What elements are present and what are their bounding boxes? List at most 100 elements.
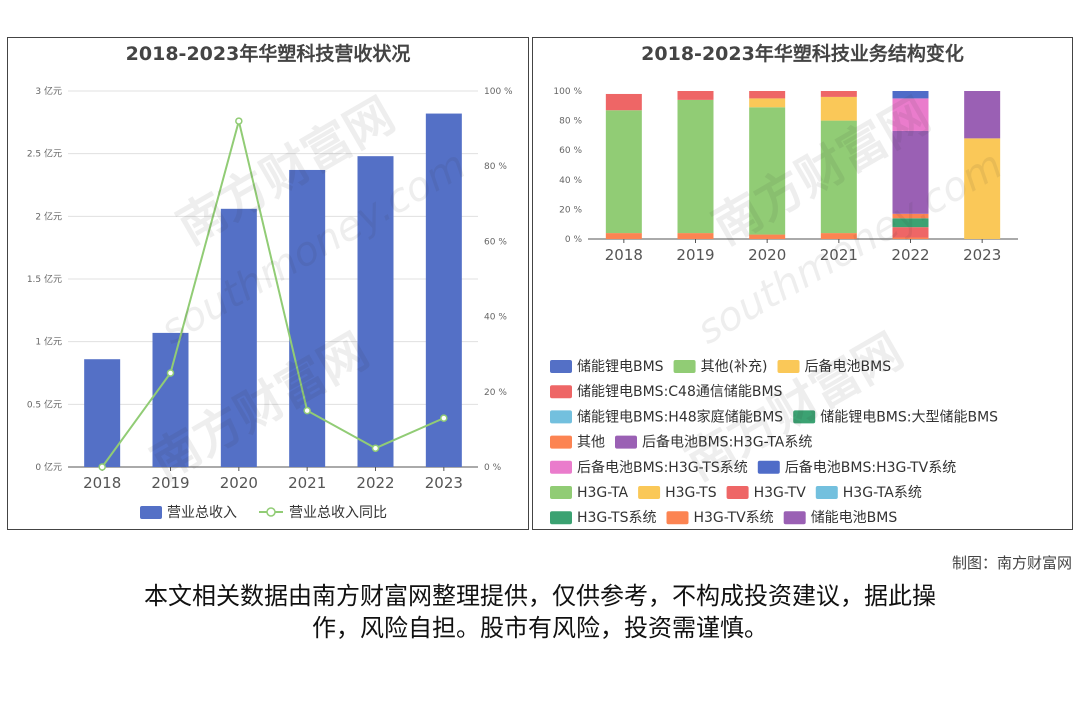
y-right-tick-label: 0 %: [484, 463, 502, 473]
legend-swatch: [550, 460, 572, 474]
y-right-tick-label: 40 %: [484, 313, 507, 323]
yoy-point: [440, 414, 448, 422]
legend-swatch: [793, 410, 816, 424]
stack-segment: [749, 98, 786, 108]
legend-label: 后备电池BMS:H3G-TS系统: [577, 459, 748, 476]
stack-segment: [892, 130, 929, 214]
x-tick-label: 2021: [288, 474, 326, 492]
legend-swatch: [550, 435, 572, 449]
stack-segment: [749, 107, 786, 235]
revenue-bar: [152, 332, 189, 467]
stack-segment: [820, 120, 857, 234]
legend-label: H3G-TV: [754, 485, 807, 501]
stack-segment: [820, 233, 857, 239]
stack-segment: [820, 91, 857, 97]
stack-segment: [749, 234, 786, 239]
legend-swatch: [757, 460, 780, 474]
legend-swatch: [638, 486, 661, 499]
stack-segment: [892, 227, 929, 238]
y-left-tick-label: 2.5 亿元: [27, 148, 62, 160]
stack-segment: [820, 96, 857, 121]
legend-label: 储能锂电BMS:H48家庭储能BMS: [577, 408, 783, 425]
x-tick-label: 2019: [151, 474, 189, 492]
revenue-bars: [84, 113, 462, 467]
stack-segment: [677, 99, 714, 234]
legend-label: 其他(补充): [701, 359, 768, 375]
y-left-tick-label: 1.5 亿元: [27, 273, 62, 285]
stack-segment: [749, 91, 786, 99]
x-tick-label: 2020: [748, 246, 786, 264]
stack-segment: [892, 91, 929, 99]
y-right-tick-label: 20 %: [484, 388, 507, 398]
legend-label: H3G-TA: [577, 485, 629, 501]
yoy-point: [371, 444, 380, 452]
legend-swatch: [550, 360, 572, 373]
legend-swatch: [783, 511, 806, 525]
stack-segment: [964, 138, 1001, 239]
stack-segment: [964, 91, 1001, 139]
x-tick-label: 2021: [820, 246, 858, 264]
chart-title: 2018-2023年华塑科技业务结构变化: [641, 42, 964, 65]
legend-swatch: [726, 486, 749, 499]
legend-label: H3G-TS系统: [577, 510, 657, 526]
y-tick-label: 60 %: [559, 146, 582, 156]
legend-swatch: [666, 511, 689, 525]
disclaimer: 本文相关数据由南方财富网整理提供，仅供参考，不构成投资建议，据此操 作，风险自担…: [80, 580, 1000, 644]
business-structure-chart: 2018-2023年华塑科技业务结构变化 0 % 20 % 40 % 60 % 80 % 1…: [550, 42, 1018, 526]
yoy-point: [235, 117, 243, 125]
legend: 储能锂电BMS 其他(补充) 后备电池BMS 储能锂电BMS:C48通信储能BMS 储能…: [550, 358, 998, 526]
legend-swatch-yoy-point: [266, 507, 276, 517]
legend-swatch: [550, 385, 572, 399]
legend-swatch: [815, 486, 838, 499]
stack-segment: [605, 110, 642, 234]
stacked-bars: [605, 91, 1001, 239]
revenue-bar: [289, 169, 326, 467]
y-left-tick-label: 2 亿元: [35, 210, 62, 222]
legend: 营业总收入 营业总收入同比: [140, 505, 387, 521]
yoy-line: [101, 120, 445, 468]
stack-segment: [892, 237, 929, 239]
disclaimer-line-1: 本文相关数据由南方财富网整理提供，仅供参考，不构成投资建议，据此操: [144, 582, 936, 610]
chart-title: 2018-2023年华塑科技营收状况: [126, 42, 411, 65]
y-left-tick-label: 3 亿元: [35, 85, 62, 97]
legend-swatch: [615, 435, 637, 449]
stack-segment: [892, 98, 929, 131]
legend-label: 储能锂电BMS: [577, 359, 664, 375]
x-tick-label: 2020: [220, 474, 258, 492]
revenue-bar: [357, 156, 394, 467]
y-left-tick-label: 0.5 亿元: [27, 398, 62, 410]
legend-label: 储能电池BMS: [811, 510, 898, 526]
chart-credit: 制图：南方财富网: [951, 554, 1072, 572]
legend-swatch: [550, 486, 572, 499]
x-tick-label: 2023: [425, 474, 463, 492]
x-tick-label: 2018: [605, 246, 643, 264]
legend-label: 储能锂电BMS:C48通信储能BMS: [577, 384, 783, 400]
legend-label: H3G-TA系统: [843, 485, 922, 501]
y-tick-label: 20 %: [559, 205, 582, 215]
stack-segment: [605, 93, 642, 111]
business-structure-chart-panel: 2018-2023年华塑科技业务结构变化 0 % 20 % 40 % 60 % 80 % 1…: [532, 37, 1073, 530]
legend-label: 后备电池BMS:H3G-TA系统: [642, 434, 812, 451]
y-right-tick-label: 80 %: [484, 162, 507, 172]
legend-label: 储能锂电BMS:大型储能BMS: [820, 409, 998, 425]
legend-label: 其他: [577, 435, 605, 451]
grid-lines: [68, 90, 478, 468]
y-left-tick-label: 1 亿元: [35, 336, 62, 348]
legend-swatch-revenue: [140, 506, 162, 519]
x-tick-label: 2018: [83, 474, 121, 492]
revenue-chart: 2018-2023年华塑科技营收状况 0 亿元 0.5 亿元 1 亿元 1.5 亿元 2 …: [27, 42, 513, 521]
y-tick-label: 40 %: [559, 176, 582, 186]
revenue-bar: [425, 113, 462, 467]
legend-swatch: [550, 511, 572, 525]
y-right-tick-label: 60 %: [484, 237, 507, 247]
yoy-point: [303, 406, 311, 415]
legend-label-revenue: 营业总收入: [167, 505, 237, 521]
y-left-tick-label: 0 亿元: [35, 461, 62, 473]
x-tick-label: 2022: [891, 246, 929, 264]
legend-label-yoy: 营业总收入同比: [289, 505, 387, 521]
stack-segment: [677, 233, 714, 239]
revenue-bar: [220, 208, 257, 467]
x-tick-label: 2019: [676, 246, 714, 264]
stack-segment: [892, 213, 929, 219]
